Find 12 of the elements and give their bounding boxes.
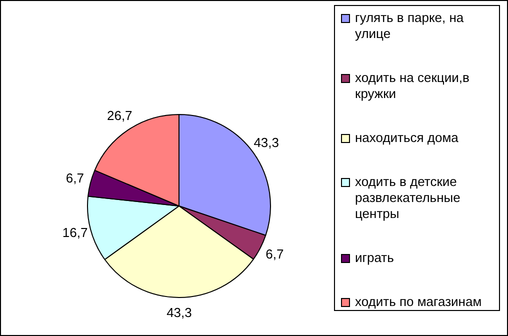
data-label: 43,3 <box>166 305 192 320</box>
legend-label: гулять в парке, на улице <box>355 10 465 42</box>
legend-label: ходить на секции,в кружки <box>355 70 470 102</box>
data-label: 6,7 <box>266 246 284 262</box>
legend-label: играть <box>355 250 394 266</box>
data-label: 6,7 <box>66 170 84 186</box>
data-label: 26,7 <box>106 108 132 123</box>
data-label: 43,3 <box>254 134 280 150</box>
legend-label: ходить по магазинам <box>355 294 482 310</box>
legend-label: ходить в детские развлекательные центры <box>355 174 462 222</box>
legend-label: находиться дома <box>355 130 458 146</box>
data-label: 16,7 <box>62 225 88 240</box>
